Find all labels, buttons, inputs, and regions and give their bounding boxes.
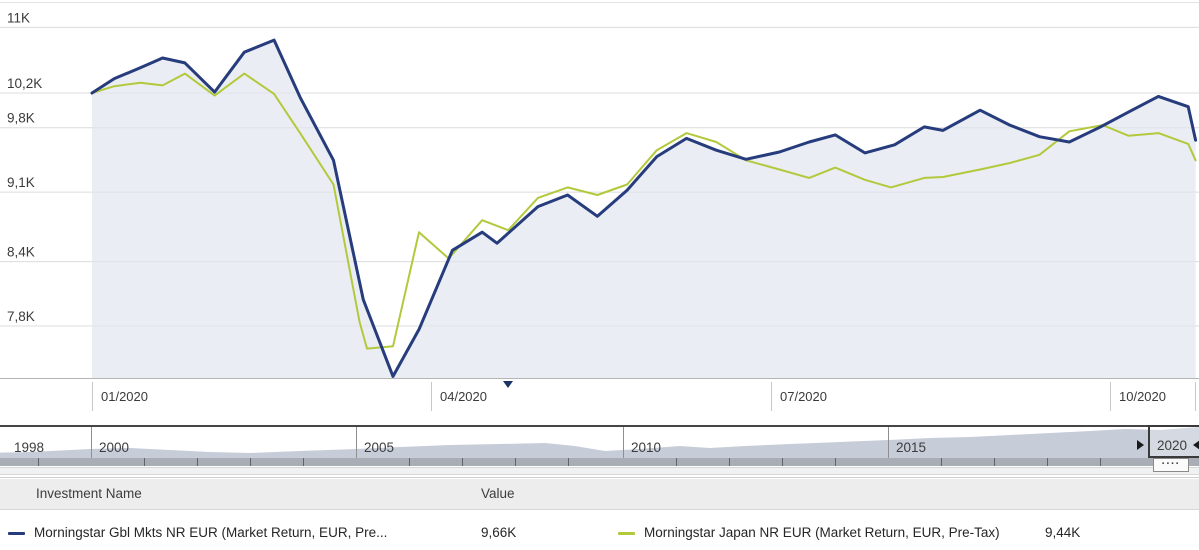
scrubber-year-separator (623, 427, 624, 458)
scrubber-year-tick (994, 458, 995, 466)
area-fill-global-markets (92, 40, 1196, 379)
x-axis-label: 04/2020 (440, 389, 487, 404)
x-axis-tick (92, 382, 93, 411)
scrubber-resize-handle[interactable]: ···· (1153, 458, 1189, 472)
legend-item-global-markets[interactable]: Morningstar Gbl Mkts NR EUR (Market Retu… (0, 518, 560, 546)
legend-item-name: Morningstar Japan NR EUR (Market Return,… (644, 525, 1000, 540)
scrubber-year-tick (729, 458, 730, 466)
scrubber-selection-label: 2020 (1157, 438, 1188, 453)
legend-table: Investment Name Value Morningstar Gbl Mk… (0, 477, 1199, 550)
y-axis-label: 9,1K (7, 175, 35, 190)
y-axis-label: 8,4K (7, 245, 35, 260)
scrubber-year-tick (676, 458, 677, 466)
x-axis-tick (771, 382, 772, 411)
x-axis-label: 07/2020 (780, 389, 827, 404)
scrubber-right-handle-arrow-icon[interactable] (1193, 440, 1199, 450)
grip-dots-icon: ···· (1161, 458, 1181, 470)
legend-col-value: Value (481, 486, 515, 501)
scrubber-year-label: 2010 (631, 440, 662, 455)
legend-col-investment-name: Investment Name (36, 486, 142, 501)
scrubber-year-tick (782, 458, 783, 466)
line-global-markets (90, 38, 1198, 378)
performance-chart-plot[interactable]: 11K 10,2K 9,8K 9,1K 8,4K 7,8K (0, 0, 1199, 380)
scrubber-year-label: 1998 (14, 440, 45, 455)
x-axis-edge-tick (1195, 382, 1196, 411)
legend-item-japan[interactable]: Morningstar Japan NR EUR (Market Return,… (610, 518, 1130, 546)
series-color-dash-icon (8, 532, 25, 535)
scrubber-year-tick (303, 458, 304, 466)
scrubber-year-tick (1100, 458, 1101, 466)
scrubber-year-label: 2000 (99, 440, 130, 455)
scrubber-left-handle-arrow-icon[interactable] (1137, 440, 1144, 450)
series-color-dash-icon (618, 532, 635, 535)
scrubber-year-tick (835, 458, 836, 466)
x-axis: 01/2020 04/2020 07/2020 10/2020 (0, 380, 1199, 423)
scrubber-year-tick (409, 458, 410, 466)
time-scrubber[interactable]: 1998 2000 2005 2010 2015 (0, 425, 1199, 458)
line-japan (91, 72, 1197, 350)
scrubber-year-tick (1047, 458, 1048, 466)
x-axis-tick (1110, 382, 1111, 411)
x-axis-tick (431, 382, 432, 411)
y-axis-label: 7,8K (7, 309, 35, 324)
legend-item-name: Morningstar Gbl Mkts NR EUR (Market Retu… (34, 525, 388, 540)
scrubber-year-tick (941, 458, 942, 466)
scrubber-year-tick (250, 458, 251, 466)
scrubber-year-tick (515, 458, 516, 466)
scrubber-scroll-track[interactable] (0, 467, 1199, 475)
scrubber-year-label: 2015 (896, 440, 927, 455)
x-axis-label: 10/2020 (1119, 389, 1166, 404)
scrubber-year-separator (888, 427, 889, 458)
scrubber-year-separator (356, 427, 357, 458)
y-axis-label: 9,8K (7, 111, 35, 126)
scrubber-year-tick (144, 458, 145, 466)
y-axis-label: 10,2K (7, 76, 42, 91)
scrubber-selection[interactable] (1148, 425, 1199, 458)
scrubber-history-silhouette (0, 427, 1199, 458)
pointer-marker-icon (503, 381, 513, 388)
scrubber-year-tick (38, 458, 39, 466)
scrubber-year-separator (91, 427, 92, 458)
legend-item-value: 9,44K (1045, 525, 1081, 540)
legend-header-row: Investment Name Value (0, 479, 1199, 510)
y-axis-label: 11K (7, 10, 30, 25)
scrubber-year-tick (197, 458, 198, 466)
scrubber-tick-track[interactable] (0, 458, 1199, 466)
x-axis-label: 01/2020 (101, 389, 148, 404)
scrubber-year-tick (462, 458, 463, 466)
scrubber-year-label: 2005 (364, 440, 395, 455)
scrubber-year-tick (568, 458, 569, 466)
legend-item-value: 9,66K (481, 525, 517, 540)
